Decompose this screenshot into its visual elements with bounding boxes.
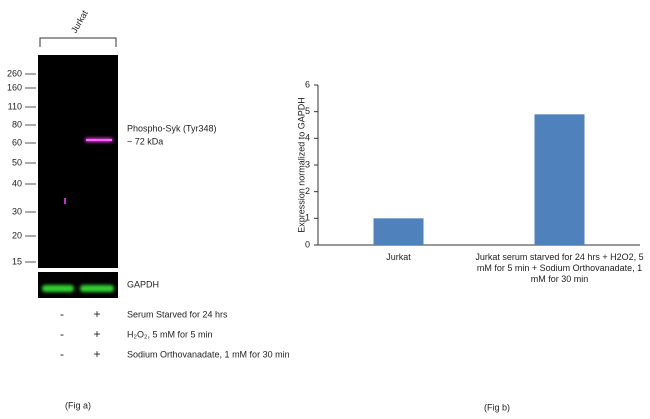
bar bbox=[534, 114, 585, 245]
y-tick-label: 3 bbox=[305, 159, 310, 169]
y-tick-label: 5 bbox=[305, 106, 310, 116]
bar bbox=[373, 218, 424, 245]
lane-bracket bbox=[39, 37, 117, 47]
marker-label: 110 bbox=[8, 101, 22, 111]
caption: (Fig b) bbox=[484, 402, 510, 412]
y-tick-label: 0 bbox=[305, 239, 310, 249]
marker-label: 60 bbox=[12, 137, 22, 147]
blot-main bbox=[38, 55, 118, 268]
marker-label: 40 bbox=[12, 178, 22, 188]
band-label: Phospho-Syk (Tyr348) bbox=[127, 123, 217, 133]
y-tick-label: 6 bbox=[305, 79, 310, 89]
band-size: ~ 72 kDa bbox=[127, 136, 163, 146]
gapdh-band bbox=[80, 285, 114, 292]
marker-label: 15 bbox=[12, 256, 22, 266]
spot bbox=[64, 198, 66, 204]
marker-label: 260 bbox=[7, 68, 22, 78]
marker-label: 80 bbox=[12, 119, 22, 129]
lane-label: Jurkat bbox=[69, 8, 90, 35]
lane-sign: + bbox=[93, 307, 100, 321]
x-tick-label: Jurkat bbox=[386, 252, 411, 262]
lane-sign: + bbox=[93, 347, 100, 361]
lane-sign: - bbox=[60, 327, 64, 341]
gapdh-label: GAPDH bbox=[127, 279, 159, 289]
gapdh-band bbox=[42, 285, 74, 292]
marker-label: 50 bbox=[12, 157, 22, 167]
marker-label: 160 bbox=[7, 82, 22, 92]
caption: (Fig a) bbox=[65, 400, 91, 410]
lane-sign: - bbox=[60, 347, 64, 361]
treatment-label: Serum Starved for 24 hrs bbox=[127, 309, 228, 319]
x-tick-label: Jurkat serum starved for 24 hrs + H2O2, … bbox=[475, 252, 644, 284]
lane-sign: + bbox=[93, 327, 100, 341]
y-axis-label: Expression normalized to GAPDH bbox=[296, 97, 306, 233]
lane-sign: - bbox=[60, 307, 64, 321]
y-tick-label: 2 bbox=[305, 186, 310, 196]
marker-label: 30 bbox=[12, 206, 22, 216]
marker-label: 20 bbox=[12, 230, 22, 240]
treatment-label: H₂O₂, 5 mM for 5 min bbox=[127, 329, 213, 339]
y-tick-label: 1 bbox=[305, 213, 310, 223]
band-core bbox=[86, 139, 112, 141]
treatment-label: Sodium Orthovanadate, 1 mM for 30 min bbox=[127, 349, 290, 359]
y-tick-label: 4 bbox=[305, 133, 310, 143]
